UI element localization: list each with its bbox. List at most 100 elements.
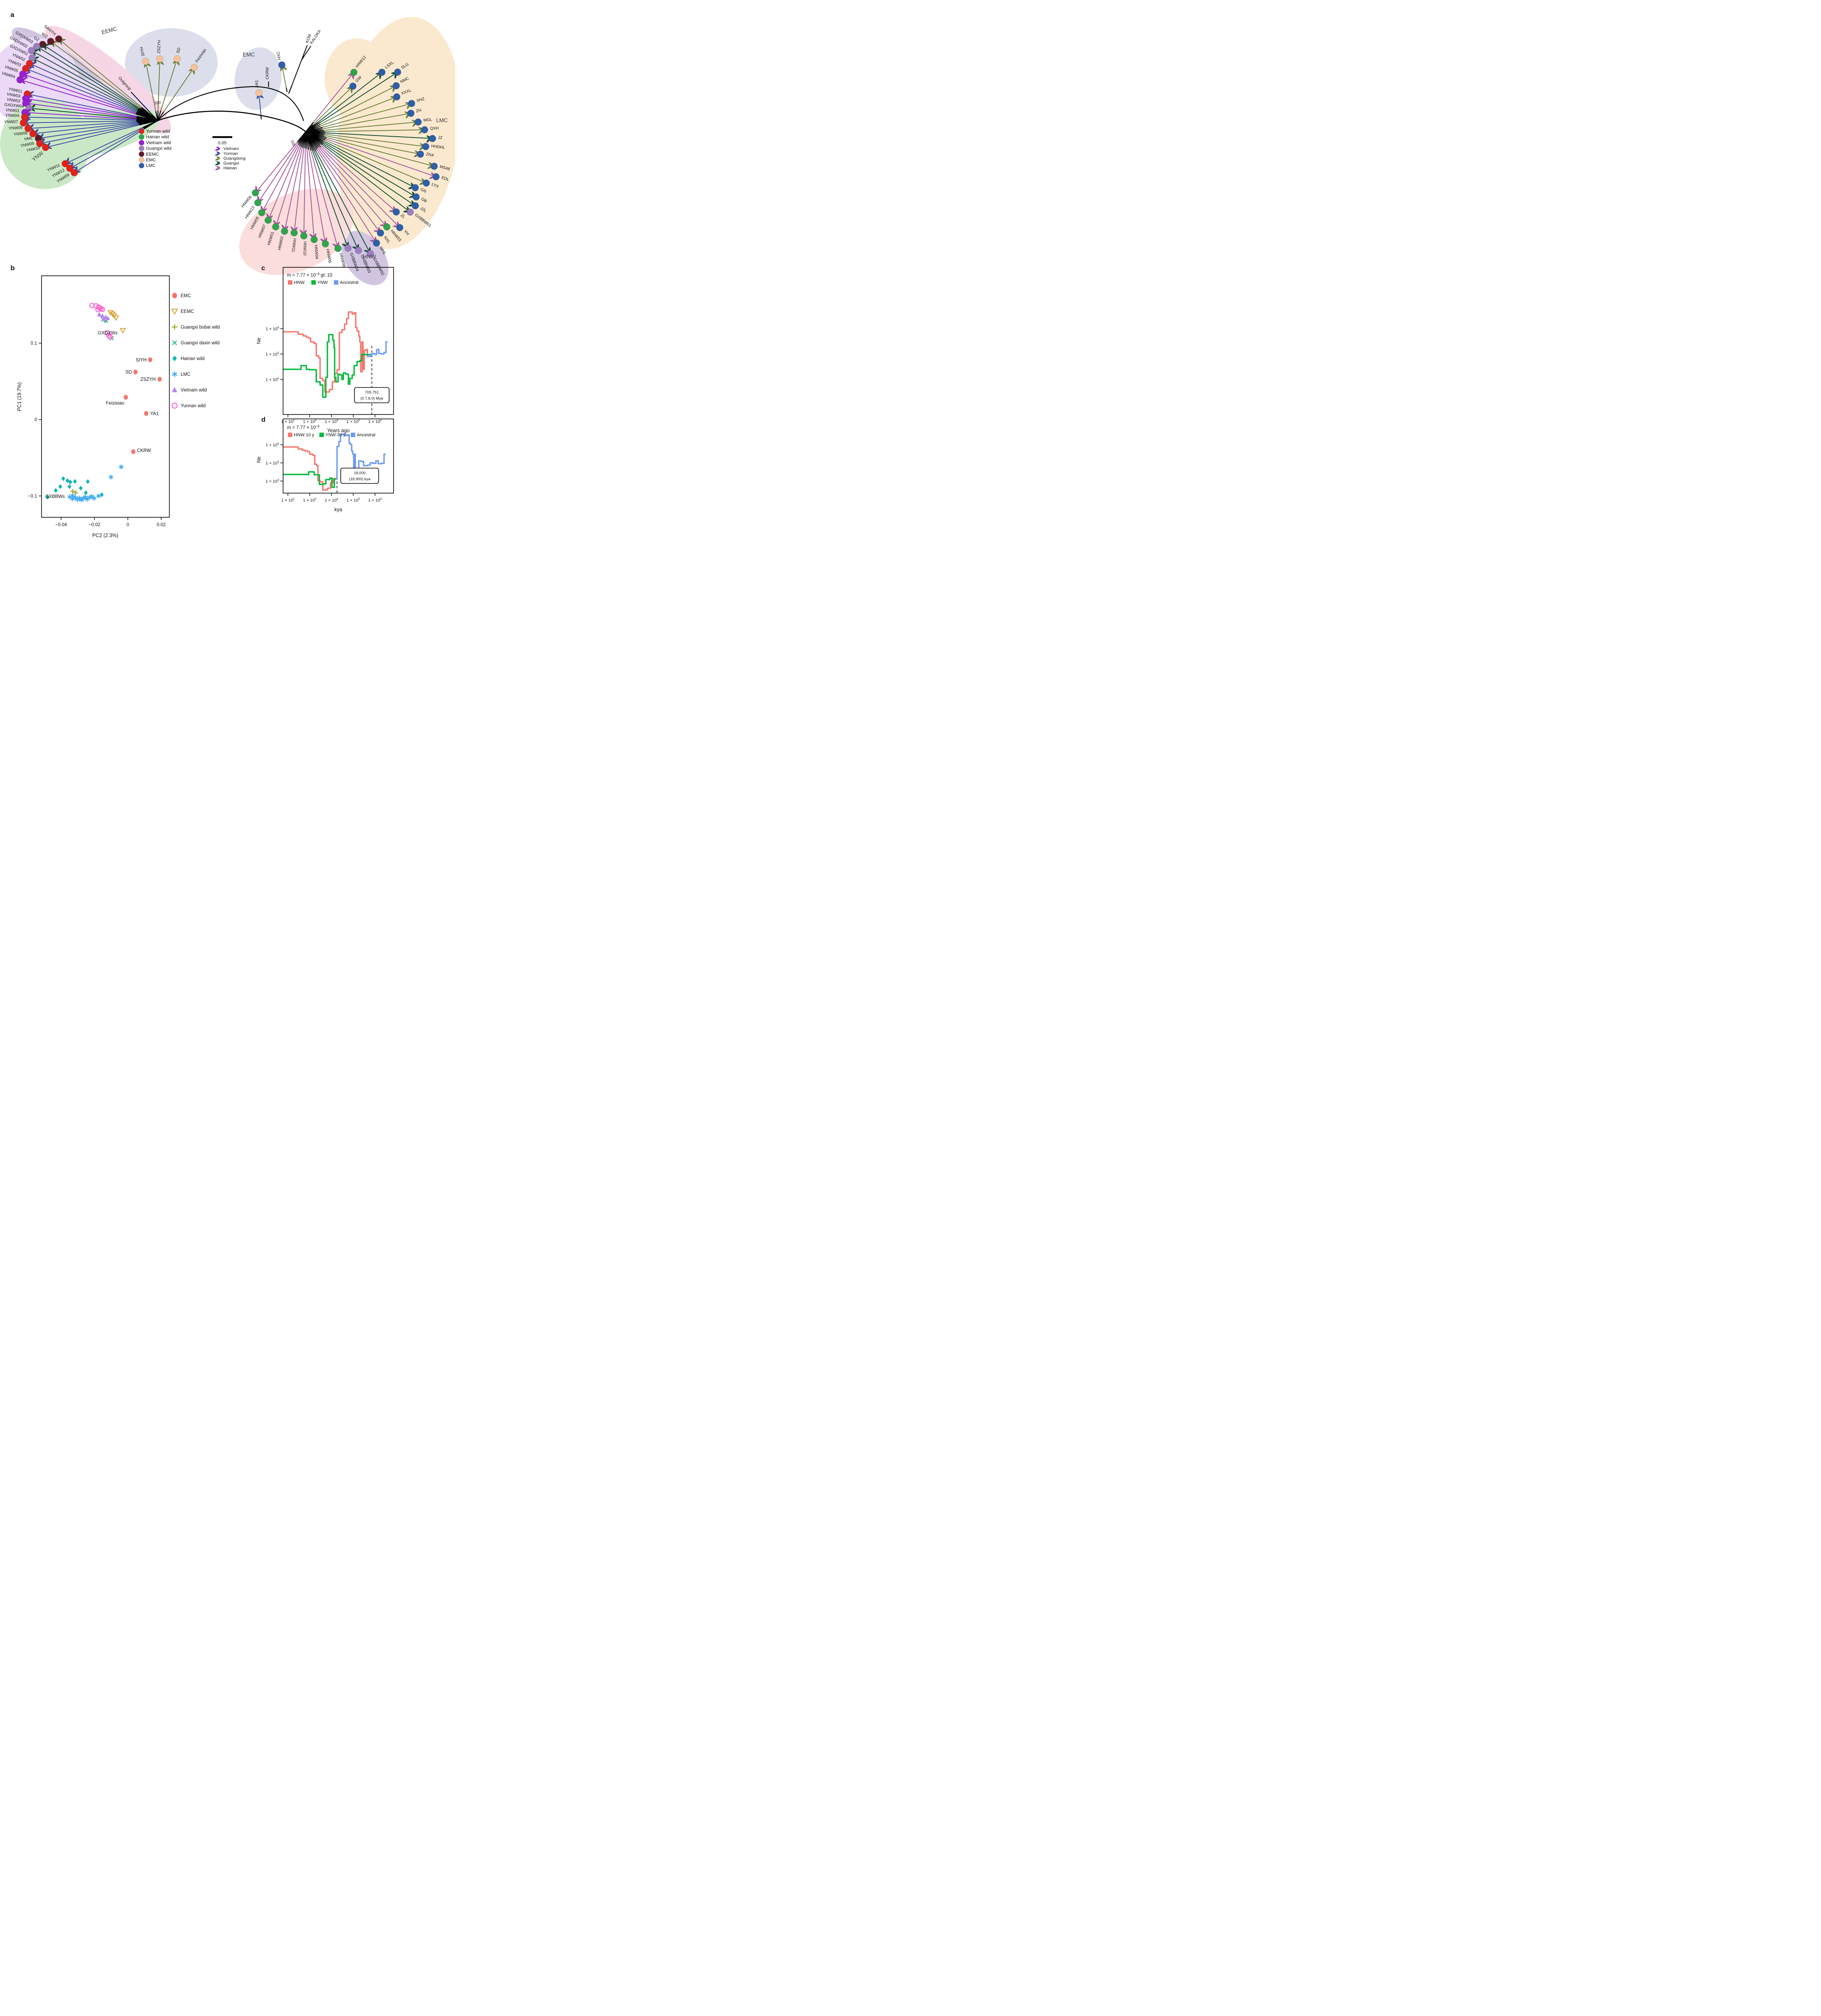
data-point-circle (133, 369, 138, 375)
asterisk-spoke (92, 496, 97, 500)
tree-branch (305, 72, 398, 132)
psmc-legend-swatch (288, 280, 292, 285)
fruit-icon-lmc (392, 82, 400, 90)
fruit-icon-hainan_wild (265, 217, 272, 224)
tip-label: ZSZYH (157, 40, 162, 54)
region-label-emc: EMC (243, 52, 255, 58)
tree-branch (305, 72, 354, 132)
tree-branch (305, 131, 359, 251)
data-point-open-circle (95, 307, 101, 312)
axis-tick-label: 1 × 105 (266, 461, 279, 466)
leaf-icon (216, 156, 220, 159)
legend-label: Vietnam wild (146, 140, 171, 145)
tip-label: JZ (438, 135, 443, 140)
pca-point-label: SIYH (136, 358, 147, 362)
pca-point-label: YA1 (150, 411, 159, 416)
fruit-icon-yunnan_wild (61, 160, 69, 167)
fruit-icon-hainan_wild (300, 232, 308, 240)
data-point-asterisk (96, 494, 101, 498)
asterisk-spoke (70, 494, 75, 498)
data-point-diamond (67, 484, 71, 489)
data-point-triangle-down (113, 315, 119, 321)
psmc-d-y-axis-label: Ne (256, 456, 262, 463)
fruit-icon-hainan_wild (310, 236, 318, 244)
fruit-icon-yunnan_wild (29, 130, 37, 137)
asterisk-spoke (81, 497, 85, 500)
psmc-c-title-exp: −9 (316, 272, 320, 276)
tip-label: YNW07 (4, 120, 18, 125)
fruit-icon-yunnan_wild (42, 144, 49, 151)
axis-tick-label: 0.1 (31, 341, 37, 346)
data-point-diamond (100, 492, 104, 497)
legend-label: LMC (146, 163, 155, 168)
divergence-annotation-d: 18,000 (18,900) kya (340, 468, 379, 484)
pca-legend-label: Vietnam wild (181, 388, 207, 393)
tree-branch-base (302, 57, 304, 60)
psmc-legend-label: Ancestral (340, 280, 358, 285)
axis-tick-label: 1 × 105 (266, 352, 279, 357)
data-point-diamond (79, 485, 83, 491)
legend-fruit-icon-lmc (139, 162, 144, 169)
axis-tick-label: 1 × 103 (303, 498, 317, 503)
data-point-triangle-down (107, 310, 114, 316)
tree-branch (261, 131, 306, 213)
legend-fruit-icon-emc (139, 157, 144, 163)
tree-branch (258, 92, 262, 120)
leaf-icon (215, 168, 220, 170)
legend-fruit-icon-vietnam_wild (139, 140, 144, 146)
panel-b-label: b (10, 264, 15, 272)
data-point-circle (148, 357, 152, 362)
psmc-legend-swatch (351, 433, 355, 437)
fruit-icon-hainan_wild (321, 240, 329, 248)
tree-branch (305, 131, 381, 233)
axis-tick-label: 0 (35, 418, 37, 423)
tree-branch (305, 96, 397, 132)
tree-branch (305, 131, 348, 248)
psmc-curve-HNW (283, 311, 371, 393)
tip-label: YA1 (254, 80, 260, 88)
leaf-icon (216, 166, 220, 169)
legend-label: Guangxi (223, 161, 239, 166)
fruit-icon-lmc (394, 68, 402, 76)
fruit-icon-eemc (47, 37, 54, 45)
data-point-circle (131, 449, 135, 454)
asterisk-spoke (77, 496, 82, 500)
psmc-curve-HNW-10-y (283, 446, 338, 491)
tip-label: HNW11 (291, 238, 297, 252)
tree-branch (20, 79, 158, 121)
tree-branch (25, 98, 158, 121)
data-point-circle (172, 293, 177, 298)
fruit-icon-guangxi_wild (25, 104, 33, 112)
annotation-box-d (340, 468, 379, 484)
psmc-legend-swatch (334, 280, 338, 285)
tip-label: HML (24, 136, 33, 142)
fruit-icon-hainan_wild (252, 189, 259, 197)
axis-tick-label: 1 × 106 (266, 443, 279, 448)
tree-branch (303, 131, 306, 236)
tree-branch-base (144, 120, 158, 129)
axis-tick-label: 0 (127, 523, 129, 527)
panel-d-label: d (261, 416, 265, 423)
data-point-diamond (83, 490, 88, 496)
tree-backbone (157, 110, 306, 132)
tree-branch (131, 92, 158, 121)
tree-branch (65, 120, 158, 164)
asterisk-spoke (70, 497, 75, 501)
tree-branch-base (153, 115, 158, 121)
pca-legend-label: Yunnan wild (181, 404, 206, 408)
fruit-icon-lmc (432, 173, 440, 181)
pca-point-label: GXBBWs (45, 494, 65, 499)
fruit-icon-yunnan_wild (22, 65, 29, 72)
psmc-legend-label: YNW (317, 280, 328, 285)
fruit-icon-hainan_wild (281, 227, 288, 235)
tree-branch (40, 120, 158, 144)
tree-branch (42, 44, 158, 121)
psmc-c-title-suffix: gt: 10 (319, 273, 332, 278)
curves (283, 433, 386, 491)
node-support-left: 100 (154, 100, 161, 106)
figure: SANYH WZ GZ GXDXW03 GXDXW02 GXDXW01 YNW02 YNW03… (0, 0, 455, 540)
tree-branch (38, 120, 158, 139)
fruit-icon-guangxi_wild (27, 47, 35, 54)
axis-tick-label: 1 × 103 (303, 419, 317, 425)
